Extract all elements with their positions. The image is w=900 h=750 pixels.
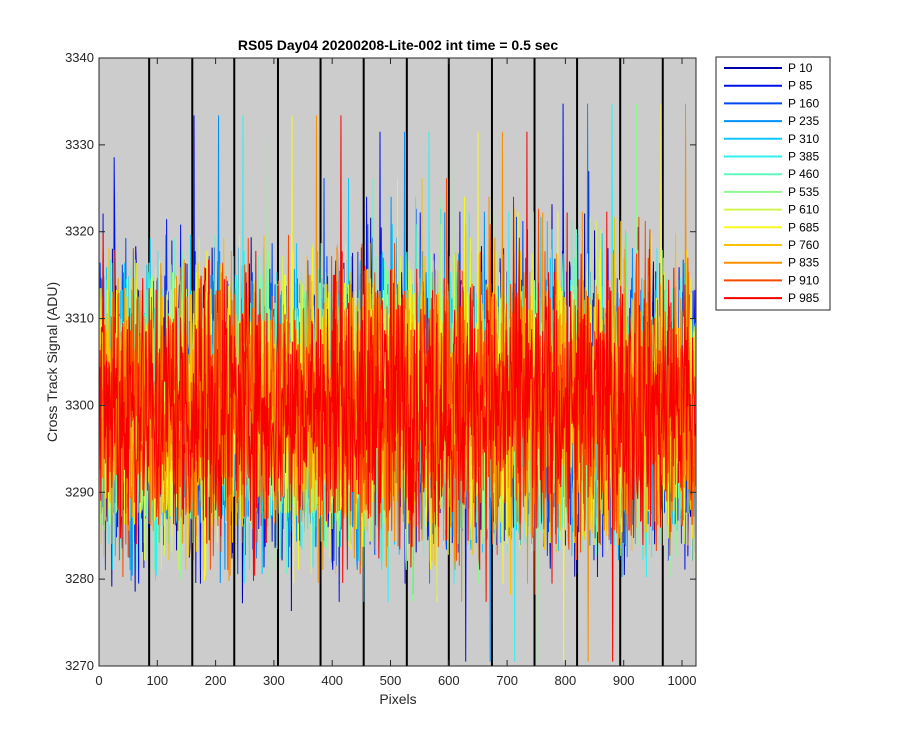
series-line-13: [98, 115, 696, 662]
legend-label-0: P 10: [788, 61, 813, 75]
legend-label-5: P 385: [788, 150, 819, 164]
y-tick-label-7: 3340: [65, 50, 94, 65]
y-tick-label-2: 3290: [65, 484, 94, 499]
x-tick-label-5: 500: [380, 673, 402, 688]
legend-label-9: P 685: [788, 220, 819, 234]
x-tick-label-2: 200: [205, 673, 227, 688]
y-axis: 3270 3280 3290 3300 3310 3320 3330 3340: [65, 50, 696, 673]
x-tick-label-3: 300: [263, 673, 285, 688]
legend-label-8: P 610: [788, 203, 819, 217]
x-tick-label-10: 1000: [668, 673, 697, 688]
legend-label-6: P 460: [788, 167, 819, 181]
legend-label-10: P 760: [788, 238, 819, 252]
series-layer: [98, 103, 696, 662]
x-tick-label-6: 600: [438, 673, 460, 688]
plot-area: [98, 57, 697, 667]
legend-label-12: P 910: [788, 273, 819, 287]
plot-frame: [98, 57, 697, 667]
y-tick-label-4: 3310: [65, 311, 94, 326]
y-tick-label-3: 3300: [65, 397, 94, 412]
x-tick-label-0: 0: [95, 673, 102, 688]
legend-label-3: P 235: [788, 114, 819, 128]
legend-label-7: P 535: [788, 185, 819, 199]
x-axis: 0 100 200 300 400 500 600 700 800 900 1000: [95, 58, 696, 688]
legend: P 10 P 85 P 160 P 235 P 310 P 385 P 460 P 535 P …: [715, 56, 831, 311]
legend-label-2: P 160: [788, 96, 819, 110]
legend-label-11: P 835: [788, 256, 819, 270]
y-tick-label-5: 3320: [65, 224, 94, 239]
y-tick-label-1: 3280: [65, 571, 94, 586]
x-tick-label-1: 100: [146, 673, 168, 688]
y-tick-label-0: 3270: [65, 658, 94, 673]
x-tick-label-4: 400: [321, 673, 343, 688]
legend-label-13: P 985: [788, 291, 819, 305]
legend-box: [715, 56, 831, 311]
chart-title: RS05 Day04 20200208-Lite-002 int time = …: [238, 37, 558, 53]
x-tick-label-8: 800: [555, 673, 577, 688]
y-axis-label: Cross Track Signal (ADU): [44, 282, 60, 442]
x-tick-label-9: 900: [613, 673, 635, 688]
legend-label-1: P 85: [788, 79, 813, 93]
y-tick-label-6: 3330: [65, 137, 94, 152]
legend-label-4: P 310: [788, 132, 819, 146]
x-tick-label-7: 700: [496, 673, 518, 688]
x-axis-label: Pixels: [379, 691, 416, 707]
